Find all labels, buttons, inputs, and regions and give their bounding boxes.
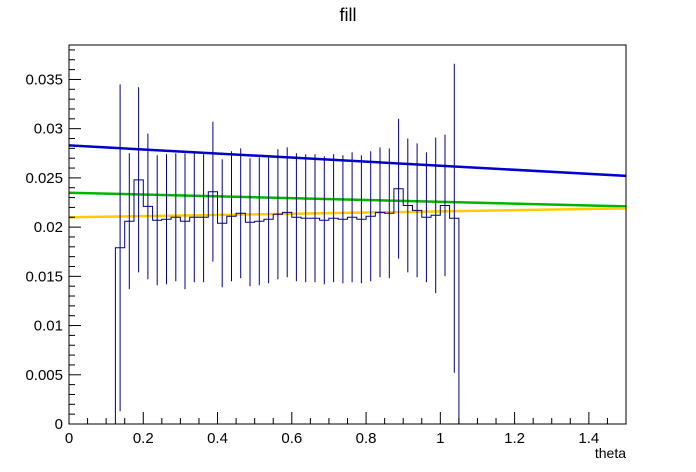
y-tick-label: 0.005 [25,367,63,384]
histogram [114,63,460,424]
x-tick-label: 1 [436,430,444,447]
y-tick-label: 0 [55,416,63,433]
series-line-1 [68,144,627,178]
series-line-3 [68,207,627,219]
chart-title: fill [340,5,357,25]
series-line-2 [68,191,627,208]
y-tick-label: 0.02 [34,219,63,236]
x-axis-title: theta [595,445,626,461]
x-tick-label: 0.2 [133,430,154,447]
axes: 0 0.2 0.4 0.6 0.8 1 1.2 1.4 0 0.005 0.01 0.015 0.02 0… [25,49,627,447]
x-tick-label: 0.4 [207,430,228,447]
series-layer [68,144,627,219]
y-tick-label: 0.03 [34,121,63,138]
x-tick-label: 0.6 [281,430,302,447]
y-tick-label: 0.025 [25,170,63,187]
y-tick-label: 0.015 [25,268,63,285]
y-tick-label: 0.01 [34,318,63,335]
x-tick-label: 0 [65,430,73,447]
y-tick-label: 0.035 [25,71,63,88]
x-tick-label: 1.2 [504,430,525,447]
plot-frame [68,44,627,425]
x-tick-label: 1.4 [578,430,599,447]
x-tick-label: 0.8 [356,430,377,447]
